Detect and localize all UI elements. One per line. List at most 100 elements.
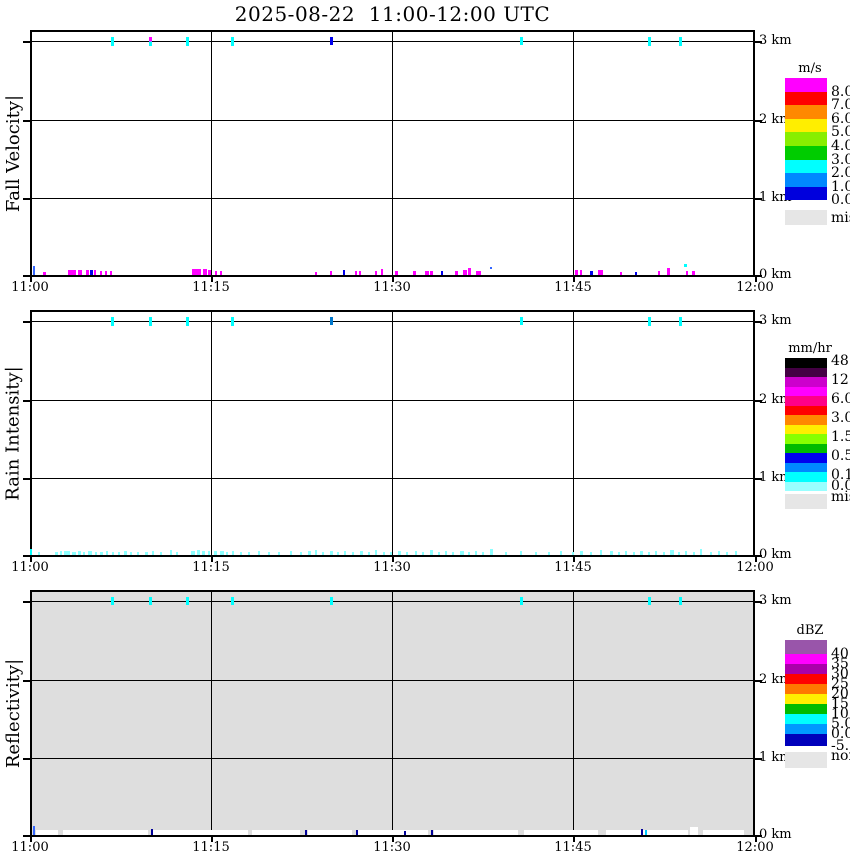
echo-white-band [36, 830, 58, 835]
tick-left [23, 478, 30, 480]
echo-mark-surface [535, 552, 537, 555]
tick-left [23, 321, 30, 323]
colorbar-segment [785, 415, 827, 425]
colorbar-tick-label: 1.5 [831, 429, 850, 445]
colorbar-segment [785, 453, 827, 463]
gridline-time-1 [392, 30, 393, 277]
colorbar-segment [785, 367, 827, 377]
echo-mark-surface [441, 271, 443, 275]
echo-mark-surface [220, 551, 224, 555]
echo-mark-surface [90, 270, 93, 275]
echo-mark-surface [33, 826, 35, 835]
echo-mark-3km [679, 597, 682, 605]
echo-mark-surface [580, 270, 582, 275]
time-tick-label: 11:45 [554, 840, 592, 855]
tick-time [755, 277, 757, 282]
echo-mark-surface [300, 552, 302, 555]
tick-time [573, 277, 575, 282]
colorbar-segment [785, 78, 827, 92]
colorbar-segment [785, 640, 827, 654]
colorbar-segment [785, 405, 827, 415]
gridline-km-0 [30, 41, 755, 42]
colorbar-tick-label: 0.0 [831, 478, 850, 494]
tick-left [23, 601, 30, 603]
echo-mark-surface [305, 830, 307, 835]
height-tick-label: 3 km [759, 313, 792, 328]
echo-white-band [434, 830, 518, 835]
echo-mark-surface [112, 552, 114, 555]
height-tick-label: 0 km [759, 547, 792, 562]
echo-mark-3km [111, 597, 114, 605]
colorbar-missing-swatch [785, 210, 827, 225]
echo-mark-surface [43, 272, 46, 275]
echo-mark-surface [214, 551, 217, 555]
colorbar-tick-label: 25.0 [831, 676, 850, 692]
echo-mark-surface [202, 551, 205, 555]
echo-mark-surface [640, 551, 643, 555]
echo-mark-surface [700, 549, 702, 555]
echo-white-band [606, 830, 688, 835]
time-tick-label: 11:15 [192, 560, 230, 575]
echo-mark-surface [268, 552, 270, 555]
echo-mark-surface [383, 552, 385, 555]
echo-mark-surface [308, 551, 311, 555]
time-tick-label: 11:00 [11, 280, 49, 295]
colorbar-segment [785, 173, 827, 187]
echo-mark-surface [240, 552, 242, 555]
tick-time [573, 837, 575, 842]
echo-mark-surface [726, 552, 728, 555]
echo-mark-surface [315, 272, 317, 275]
echo-mark-3km [231, 37, 234, 46]
echo-mark-surface [575, 270, 578, 275]
echo-mark-surface [322, 552, 324, 555]
echo-mark-surface [220, 271, 222, 275]
echo-mark-surface [381, 269, 383, 275]
height-tick-label: 1 km [759, 470, 792, 485]
echo-mark-surface [176, 552, 178, 555]
echo-mark-surface [258, 551, 260, 555]
echo-mark-surface [633, 552, 635, 555]
echo-mark-3km [679, 37, 682, 46]
tick-left [23, 680, 30, 682]
echo-mark-surface [106, 551, 108, 555]
colorbar-missing-label: none [831, 748, 850, 764]
colorbar-tick-label: 0.0 [831, 726, 850, 742]
height-tick-label: 0 km [759, 267, 792, 282]
echo-mark-surface [118, 552, 120, 555]
echo-mark-3km [679, 317, 682, 326]
colorbar-segment [785, 186, 827, 201]
echo-mark-surface [78, 270, 82, 275]
echo-mark-surface [208, 270, 211, 275]
echo-mark-surface [110, 271, 112, 275]
gridline-km-0 [30, 321, 755, 322]
echo-mark-surface [375, 550, 377, 555]
colorbar-tick-label: 6.0 [831, 111, 850, 127]
gridline-time-0 [211, 310, 212, 557]
echo-mark-surface [648, 552, 650, 555]
colorbar-tick-label: 15.0 [831, 696, 850, 712]
echo-mark-3km [330, 597, 333, 605]
echo-mark-surface [735, 551, 737, 555]
colorbar-segment [785, 358, 827, 368]
echo-mark-surface [215, 271, 217, 275]
colorbar-segment [785, 462, 827, 472]
echo-white-band [252, 830, 300, 835]
tick-right [755, 758, 762, 760]
colorbar-segment [785, 694, 827, 704]
chart-title: 2025-08-22 11:00-12:00 UTC [234, 2, 551, 26]
echo-mark-surface [670, 550, 674, 555]
echo-mark-surface [232, 551, 234, 555]
gridline-km-1 [30, 400, 755, 401]
time-tick-label: 11:00 [11, 560, 49, 575]
echo-mark-surface [686, 271, 688, 275]
time-tick-label: 11:45 [554, 280, 592, 295]
tick-left [23, 120, 30, 122]
panel-ylabel-reflectivity: Reflectivity| [0, 590, 27, 837]
colorbar-tick-label: 30.0 [831, 666, 850, 682]
colorbar-segment [785, 118, 827, 133]
colorbar-segment [785, 704, 827, 714]
echo-white-band [63, 830, 148, 835]
echo-mark-3km [149, 37, 152, 46]
colorbar-tick-label: 48.0 [831, 353, 850, 369]
echo-mark-surface [86, 270, 89, 275]
